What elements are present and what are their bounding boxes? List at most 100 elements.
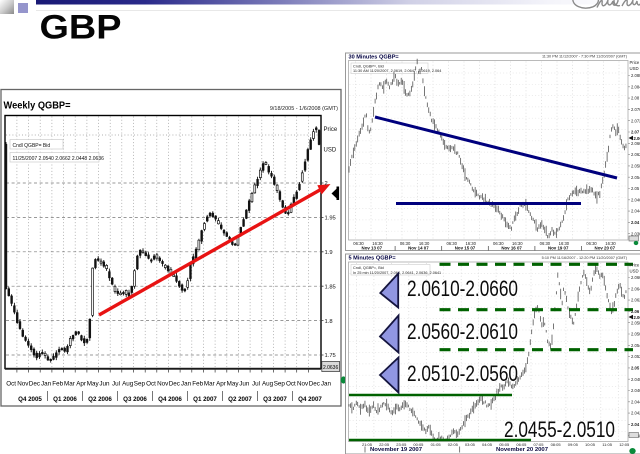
svg-text:16:30: 16:30 [605, 241, 616, 246]
svg-text:Q3 2006: Q3 2006 [123, 396, 147, 403]
svg-text:2.04: 2.04 [631, 220, 640, 225]
svg-text:2.05: 2.05 [631, 186, 640, 191]
svg-text:2.084: 2.084 [631, 84, 640, 89]
svg-text:Apr: Apr [216, 381, 226, 388]
svg-text:Nov: Nov [297, 381, 309, 388]
svg-text:Dec: Dec [309, 381, 320, 388]
svg-text:2.036: 2.036 [631, 231, 640, 236]
svg-text:2.048: 2.048 [631, 377, 640, 382]
svg-text:Nov 14 07: Nov 14 07 [408, 246, 429, 251]
svg-text:Nov 13 07: Nov 13 07 [362, 246, 383, 251]
svg-text:Mar: Mar [204, 381, 215, 388]
svg-text:2.064: 2.064 [634, 315, 640, 320]
svg-text:Dec: Dec [169, 381, 180, 388]
svg-text:2.044: 2.044 [631, 209, 640, 214]
svg-text:06:30: 06:30 [446, 241, 457, 246]
svg-text:2.052: 2.052 [631, 354, 640, 359]
svg-text:Q2 2007: Q2 2007 [228, 396, 252, 403]
svg-text:06:30: 06:30 [540, 241, 551, 246]
svg-text:9/18/2005 - 1/6/2008 (GMT): 9/18/2005 - 1/6/2008 (GMT) [270, 106, 338, 112]
svg-text:2.0510-2.0560: 2.0510-2.0560 [407, 361, 518, 386]
svg-text:2.066: 2.066 [631, 141, 640, 146]
svg-text:Dec: Dec [29, 381, 40, 388]
svg-text:Price: Price [630, 263, 640, 268]
svg-text:08:05: 08:05 [551, 442, 562, 447]
svg-text:06:30: 06:30 [586, 241, 597, 246]
svg-text:Jun: Jun [239, 381, 250, 388]
svg-text:Nov: Nov [17, 381, 29, 388]
svg-text:Cndl, QGBP=, Bid: Cndl, QGBP=, Bid [353, 65, 384, 69]
svg-text:Jan: Jan [181, 381, 192, 388]
svg-text:01:05: 01:05 [431, 442, 442, 447]
svg-text:21:05: 21:05 [362, 442, 373, 447]
svg-text:16:30: 16:30 [419, 241, 430, 246]
svg-text:2.0610-2.0660: 2.0610-2.0660 [407, 276, 518, 301]
svg-text:16:30: 16:30 [559, 241, 570, 246]
svg-text:2.06: 2.06 [631, 309, 640, 314]
svg-text:11:30 PM 11/12/2007 - 7:30 PM: 11:30 PM 11/12/2007 - 7:30 PM 11/20/2007… [542, 55, 628, 59]
svg-text:2.0455-2.0510: 2.0455-2.0510 [504, 417, 615, 442]
svg-text:06:30: 06:30 [400, 241, 411, 246]
svg-text:12:05: 12:05 [619, 442, 630, 447]
svg-text:Sep: Sep [274, 381, 286, 388]
svg-text:11:30 AM 11/20/2007, 2.0619, 2: 11:30 AM 11/20/2007, 2.0619, 2.0647, 2.0… [353, 69, 441, 73]
svg-text:2.042: 2.042 [631, 411, 640, 416]
svg-text:2.046: 2.046 [631, 197, 640, 202]
svg-text:2.058: 2.058 [631, 164, 640, 169]
svg-text:07:05: 07:05 [533, 442, 544, 447]
svg-text:Oct: Oct [146, 381, 156, 388]
svg-text:Nov 20 07: Nov 20 07 [595, 246, 616, 251]
svg-text:2.064: 2.064 [631, 286, 640, 291]
svg-text:Aug: Aug [122, 381, 134, 388]
svg-text:2.07: 2.07 [631, 130, 640, 135]
svg-text:5 Minutes QGBP=: 5 Minutes QGBP= [349, 256, 397, 262]
svg-text:2.0636: 2.0636 [323, 365, 339, 371]
svg-text:2.054: 2.054 [631, 343, 640, 348]
svg-text:May: May [227, 381, 240, 388]
svg-text:Nov 16 07: Nov 16 07 [501, 246, 522, 251]
svg-text:2.056: 2.056 [631, 332, 640, 337]
svg-text:2: 2 [325, 181, 328, 187]
svg-text:Price: Price [630, 60, 640, 65]
svg-text:Feb: Feb [192, 381, 203, 388]
svg-text:1.85: 1.85 [325, 284, 336, 290]
svg-text:Jul: Jul [252, 381, 260, 388]
svg-text:06:30: 06:30 [493, 241, 504, 246]
svg-text:USD: USD [630, 269, 639, 274]
svg-text:2.066: 2.066 [631, 275, 640, 280]
svg-text:2.062: 2.062 [631, 298, 640, 303]
svg-text:03:05: 03:05 [465, 442, 476, 447]
svg-text:11:05: 11:05 [602, 442, 612, 447]
svg-text:16:30: 16:30 [465, 241, 476, 246]
svg-text:Feb: Feb [52, 381, 63, 388]
svg-text:GBP: GBP [40, 9, 122, 47]
svg-text:2.062: 2.062 [631, 152, 640, 157]
svg-text:Q4 2007: Q4 2007 [298, 396, 322, 403]
svg-text:In 25 min 11/20/2007, 2.064, 2: In 25 min 11/20/2007, 2.064, 2.0641, 2.0… [353, 271, 441, 275]
svg-text:16:30: 16:30 [372, 241, 383, 246]
svg-text:Nov: Nov [157, 381, 169, 388]
svg-text:02:05: 02:05 [448, 442, 459, 447]
svg-text:2.08: 2.08 [631, 96, 640, 101]
svg-text:2.046: 2.046 [631, 388, 640, 393]
svg-text:Price: Price [324, 127, 338, 133]
svg-text:06:30: 06:30 [353, 241, 364, 246]
svg-text:Q4 2006: Q4 2006 [158, 396, 182, 403]
svg-text:USD: USD [324, 148, 337, 154]
svg-text:2.0560-2.0610: 2.0560-2.0610 [407, 319, 518, 344]
svg-text:2.088: 2.088 [631, 73, 640, 78]
svg-text:11/25/2007 2.0540 2.0662 2.044: 11/25/2007 2.0540 2.0662 2.0448 2.0636 [13, 156, 105, 162]
svg-text:Q2 2006: Q2 2006 [88, 396, 112, 403]
svg-text:1.8: 1.8 [325, 319, 333, 325]
svg-text:November 20 2007: November 20 2007 [496, 447, 548, 453]
svg-text:2.064: 2.064 [634, 136, 640, 141]
svg-text:2.076: 2.076 [631, 107, 640, 112]
svg-text:Jul: Jul [112, 381, 120, 388]
svg-text:10:05: 10:05 [585, 442, 596, 447]
svg-text:2.054: 2.054 [631, 175, 640, 180]
svg-text:Jan: Jan [41, 381, 52, 388]
svg-text:Nov 19 07: Nov 19 07 [548, 246, 569, 251]
svg-text:Nov 15 07: Nov 15 07 [455, 246, 476, 251]
svg-text:05:05: 05:05 [499, 442, 510, 447]
svg-text:November 19 2007: November 19 2007 [370, 447, 422, 453]
